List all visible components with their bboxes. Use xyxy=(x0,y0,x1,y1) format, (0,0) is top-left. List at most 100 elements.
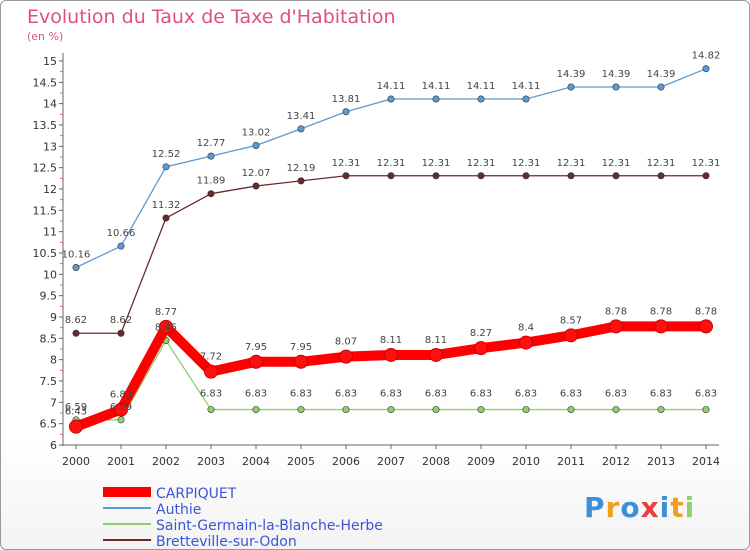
data-label: 8.4 xyxy=(518,323,534,334)
legend-swatch xyxy=(103,487,151,497)
data-point xyxy=(252,406,260,414)
y-tick-label: 12 xyxy=(43,183,57,196)
data-point xyxy=(387,172,395,180)
data-point xyxy=(204,364,218,379)
data-label: 7.95 xyxy=(245,342,267,353)
data-label: 8.11 xyxy=(380,335,402,346)
x-tick-label: 2013 xyxy=(647,455,675,468)
data-point xyxy=(432,95,440,103)
x-tick-label: 2001 xyxy=(107,455,135,468)
data-label: 14.11 xyxy=(377,81,406,92)
data-label: 8.78 xyxy=(605,306,627,317)
y-tick-label: 11.5 xyxy=(33,204,58,217)
y-tick-label: 6.5 xyxy=(40,418,58,431)
logo-letter: i xyxy=(684,491,696,524)
data-label: 6.83 xyxy=(290,389,312,400)
data-point xyxy=(699,319,713,334)
y-tick-label: 10.5 xyxy=(33,247,58,260)
data-label: 8.07 xyxy=(335,337,357,348)
chart-title: Evolution du Taux de Taxe d'Habitation xyxy=(27,6,396,28)
data-label: 14.11 xyxy=(512,81,541,92)
data-point xyxy=(612,406,620,414)
x-tick-label: 2003 xyxy=(197,455,225,468)
x-tick-label: 2000 xyxy=(62,455,90,468)
data-label: 8.27 xyxy=(470,328,492,339)
data-label: 8.57 xyxy=(560,315,582,326)
data-point xyxy=(609,319,623,334)
y-tick-label: 8 xyxy=(50,354,57,367)
data-point xyxy=(657,83,665,91)
data-point xyxy=(252,141,260,149)
data-point xyxy=(297,406,305,414)
data-point xyxy=(477,406,485,414)
data-point xyxy=(72,264,80,272)
data-point xyxy=(207,152,215,160)
y-tick-label: 7 xyxy=(50,396,57,409)
data-point xyxy=(654,319,668,334)
data-label: 6.83 xyxy=(560,389,582,400)
x-tick-label: 2004 xyxy=(242,455,270,468)
data-point xyxy=(612,83,620,91)
logo-letter: t xyxy=(670,491,685,524)
data-label: 12.31 xyxy=(422,158,451,169)
x-tick-label: 2010 xyxy=(512,455,540,468)
data-label: 7.95 xyxy=(290,342,312,353)
data-label: 12.31 xyxy=(377,158,406,169)
y-tick-label: 8.5 xyxy=(40,332,58,345)
y-tick-label: 9 xyxy=(50,311,57,324)
data-point xyxy=(342,172,350,180)
data-label: 13.41 xyxy=(287,111,316,122)
data-point xyxy=(477,172,485,180)
data-point xyxy=(387,406,395,414)
data-label: 6.83 xyxy=(695,389,717,400)
data-point xyxy=(342,108,350,116)
data-label: 13.81 xyxy=(332,94,361,105)
data-label: 12.19 xyxy=(287,163,316,174)
data-point xyxy=(474,341,488,356)
data-point xyxy=(522,172,530,180)
data-label: 12.31 xyxy=(332,158,361,169)
data-label: 6.83 xyxy=(605,389,627,400)
y-tick-label: 13.5 xyxy=(33,119,58,132)
data-label: 13.02 xyxy=(242,127,271,138)
logo-letter: P xyxy=(584,491,606,524)
data-label: 12.31 xyxy=(692,158,721,169)
data-point xyxy=(162,163,170,171)
data-point xyxy=(297,177,305,185)
data-point xyxy=(249,354,263,369)
data-label: 14.11 xyxy=(467,81,496,92)
legend-label: Bretteville-sur-Odon xyxy=(156,534,297,549)
x-tick-label: 2007 xyxy=(377,455,405,468)
data-point xyxy=(657,172,665,180)
legend-label: Authie xyxy=(156,502,201,518)
data-label: 6.83 xyxy=(650,389,672,400)
data-point xyxy=(69,419,83,434)
data-label: 6.83 xyxy=(110,390,132,401)
data-point xyxy=(432,172,440,180)
data-point xyxy=(117,329,125,337)
x-tick-label: 2009 xyxy=(467,455,495,468)
data-point xyxy=(657,406,665,414)
data-label: 8.11 xyxy=(425,335,447,346)
x-tick-label: 2005 xyxy=(287,455,315,468)
data-point xyxy=(117,242,125,250)
x-tick-label: 2006 xyxy=(332,455,360,468)
proxiti-logo: Proxiti xyxy=(584,491,695,524)
data-point xyxy=(564,328,578,343)
data-point xyxy=(162,214,170,222)
data-label: 6.83 xyxy=(515,389,537,400)
data-label: 6.83 xyxy=(200,389,222,400)
x-tick-label: 2012 xyxy=(602,455,630,468)
data-point xyxy=(702,65,710,73)
data-point xyxy=(294,354,308,369)
data-point xyxy=(702,172,710,180)
data-label: 6.43 xyxy=(65,407,87,418)
y-tick-label: 11 xyxy=(43,226,57,239)
data-label: 6.59 xyxy=(65,402,87,413)
data-label: 7.72 xyxy=(200,352,222,363)
logo-letter: i xyxy=(659,491,671,524)
data-point xyxy=(477,95,485,103)
data-label: 12.31 xyxy=(647,158,676,169)
data-point xyxy=(207,190,215,198)
